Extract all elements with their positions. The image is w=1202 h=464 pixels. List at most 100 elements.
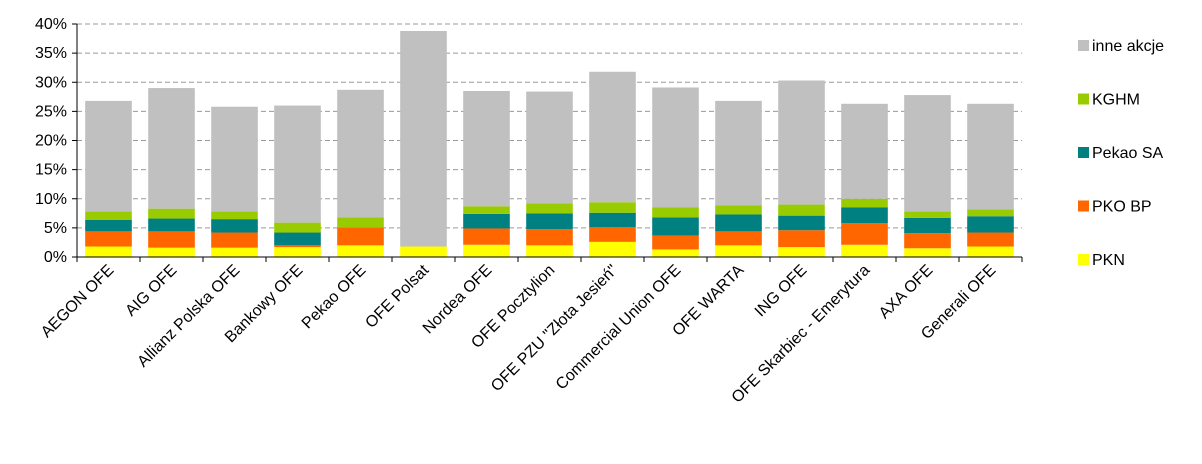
bar-segment (778, 80, 825, 205)
bar-segment (148, 88, 195, 209)
bar-segment (967, 209, 1014, 217)
x-tick-label: OFE PZU "Złota Jesień" (488, 262, 621, 395)
bar-segment (526, 245, 573, 257)
bar-segment (463, 244, 510, 257)
bar-segment (400, 30, 447, 247)
bar-segment (463, 206, 510, 214)
legend-swatch (1078, 200, 1089, 212)
legend-swatch (1078, 147, 1089, 158)
bar-segment (463, 90, 510, 207)
bar-segment (337, 89, 384, 218)
x-tick-label: Commercial Union OFE (553, 262, 684, 393)
bar-segment (778, 204, 825, 216)
bar-segment (400, 246, 447, 257)
legend-item: PKO BP (1078, 199, 1152, 216)
bar-segment (526, 91, 573, 204)
bar-segment (85, 246, 132, 257)
bar-stack (148, 88, 195, 257)
bar-stack (715, 100, 762, 257)
legend-label: PKN (1092, 252, 1125, 269)
x-tick-label: ING OFE (752, 262, 811, 321)
bar-segment (841, 223, 888, 245)
legend-swatch (1078, 93, 1089, 105)
legend-item: KGHM (1078, 92, 1140, 109)
bar-stack (463, 90, 510, 257)
bar-segment (463, 213, 510, 229)
bar-segment (85, 219, 132, 232)
bar-segment (652, 235, 699, 250)
bar-stacks (85, 30, 1014, 257)
bar-segment (967, 103, 1014, 210)
bar-segment (589, 227, 636, 242)
bar-stack (967, 103, 1014, 257)
x-tick-label: AIG OFE (122, 262, 180, 320)
bar-segment (148, 208, 195, 219)
legend-label: PKO BP (1092, 199, 1152, 216)
bar-segment (211, 232, 258, 248)
bar-segment (967, 232, 1014, 247)
x-tick-label: OFE Skarbiec - Emerytura (729, 262, 874, 407)
bar-stack (337, 89, 384, 257)
bar-segment (526, 203, 573, 214)
bar-segment (715, 231, 762, 246)
legend-label: KGHM (1092, 92, 1140, 109)
bar-stack (589, 71, 636, 257)
bar-segment (715, 205, 762, 215)
legend-label: Pekao SA (1092, 145, 1163, 162)
bar-segment (148, 231, 195, 248)
bar-segment (904, 233, 951, 249)
bar-segment (841, 103, 888, 199)
bar-segment (337, 217, 384, 228)
legend-item: Pekao SA (1078, 145, 1163, 162)
bar-segment (274, 222, 321, 233)
bar-stack (841, 103, 888, 257)
bar-segment (589, 71, 636, 203)
bar-segment (274, 105, 321, 223)
bar-segment (85, 211, 132, 220)
bar-stack (778, 80, 825, 257)
x-tick-label: Pekao OFE (299, 262, 370, 333)
bar-segment (904, 211, 951, 218)
y-tick-label: 40% (35, 16, 67, 33)
y-tick-label: 10% (35, 191, 67, 208)
bar-segment (652, 87, 699, 208)
bar-segment (148, 218, 195, 232)
bar-segment (904, 248, 951, 257)
y-tick-label: 5% (44, 220, 67, 237)
bar-segment (211, 247, 258, 257)
legend-item: inne akcje (1078, 38, 1164, 55)
bar-segment (589, 241, 636, 257)
x-tick-label: OFE Polsat (362, 261, 432, 331)
y-tick-label: 30% (35, 74, 67, 91)
bar-stack (652, 87, 699, 257)
bar-segment (148, 247, 195, 257)
bar-segment (715, 214, 762, 232)
legend-item: PKN (1078, 252, 1125, 269)
bar-stack (904, 95, 951, 257)
bar-segment (589, 202, 636, 213)
legend: inne akcje KGHM Pekao SA PKO BP PKN (1078, 38, 1164, 269)
legend-swatch (1078, 40, 1089, 51)
bar-segment (274, 245, 321, 248)
bar-segment (337, 227, 384, 246)
legend-label: inne akcje (1092, 38, 1164, 55)
bar-segment (841, 207, 888, 224)
x-tick-label: AEGON OFE (38, 262, 117, 341)
bar-segment (778, 230, 825, 248)
bar-segment (715, 100, 762, 206)
bar-segment (463, 228, 510, 245)
bar-stack (274, 105, 321, 257)
bar-segment (274, 232, 321, 246)
bar-segment (652, 249, 699, 257)
y-tick-label: 15% (35, 162, 67, 179)
y-tick-label: 35% (35, 45, 67, 62)
legend-swatch (1078, 254, 1089, 265)
bar-segment (715, 245, 762, 257)
bar-segment (85, 231, 132, 247)
bar-segment (211, 219, 258, 233)
bar-segment (778, 215, 825, 231)
bar-segment (967, 246, 1014, 257)
bar-stack (400, 30, 447, 257)
